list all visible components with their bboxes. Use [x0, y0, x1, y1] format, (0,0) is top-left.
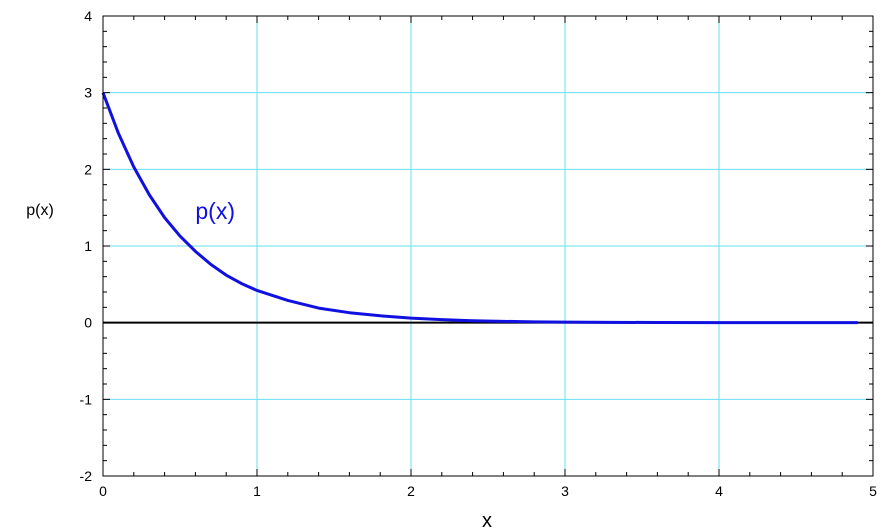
y-tick-label: 2 — [84, 161, 92, 177]
x-tick-label: 0 — [99, 483, 107, 499]
x-tick-label: 4 — [715, 483, 723, 499]
series-annotation: p(x) — [195, 198, 235, 224]
y-tick-labels: -2 -1 0 1 2 3 4 — [80, 8, 93, 484]
series-layer — [101, 92, 858, 325]
y-tick-label: -1 — [80, 391, 93, 407]
y-tick-label: 3 — [84, 85, 92, 101]
y-axis-label: p(x) — [26, 202, 54, 219]
x-tick-label: 1 — [253, 483, 261, 499]
x-tick-label: 3 — [561, 483, 569, 499]
x-tick-label: 2 — [407, 483, 415, 499]
tick-marks — [102, 15, 874, 477]
series-line-p-x — [101, 92, 858, 325]
x-tick-labels: 0 1 2 3 4 5 — [99, 483, 877, 499]
x-axis-label: x — [482, 510, 492, 531]
y-tick-label: -2 — [80, 468, 93, 484]
y-tick-label: 1 — [84, 238, 92, 254]
grid-lines — [103, 16, 873, 476]
y-tick-label: 0 — [84, 315, 92, 331]
y-tick-label: 4 — [84, 8, 92, 24]
x-tick-label: 5 — [869, 483, 877, 499]
